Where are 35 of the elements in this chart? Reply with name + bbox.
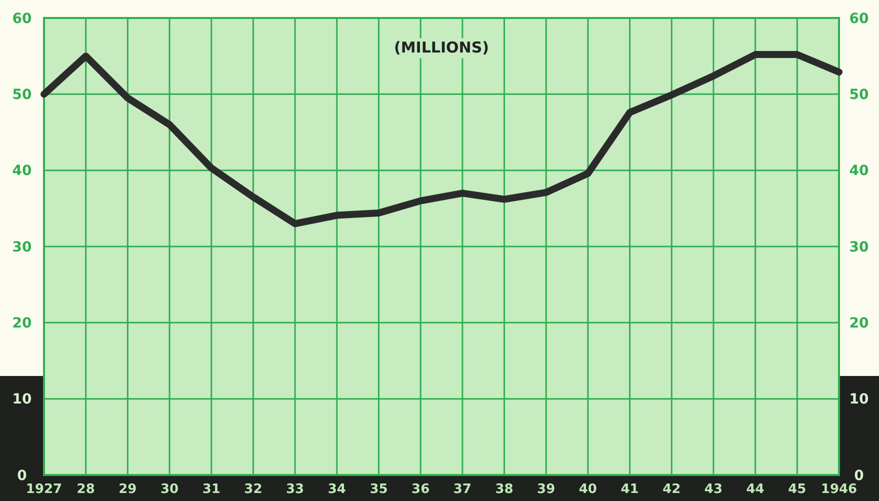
- y2-tick-label: 0: [854, 468, 864, 484]
- x-tick-label: 35: [370, 482, 388, 497]
- y-tick-label: 60: [12, 10, 32, 27]
- x-tick-label: 33: [286, 482, 304, 497]
- y2-tick-label: 30: [849, 239, 869, 256]
- y-tick-label: 10: [12, 392, 32, 408]
- x-tick-label: 31: [202, 482, 220, 497]
- x-tick-label: 42: [662, 482, 681, 497]
- y-tick-label: 20: [12, 316, 32, 332]
- x-tick-label: 30: [160, 482, 179, 497]
- y2-tick-label: 20: [849, 316, 869, 332]
- y-tick-label: 30: [12, 239, 32, 256]
- x-tick-label: 1927: [26, 482, 62, 497]
- x-tick-label: 37: [453, 482, 472, 497]
- x-tick-label: 32: [244, 482, 262, 497]
- x-tick-label: 43: [704, 482, 723, 497]
- x-tick-label: 36: [412, 482, 430, 497]
- y-tick-label: 0: [17, 468, 28, 484]
- x-tick-label: 28: [76, 482, 95, 497]
- y2-tick-label: 60: [849, 10, 869, 27]
- x-tick-label: 40: [578, 482, 597, 497]
- y-tick-label: 40: [12, 163, 32, 180]
- x-tick-label: 38: [495, 482, 514, 497]
- x-tick-label: 44: [746, 482, 764, 497]
- x-tick-label: 39: [537, 482, 556, 497]
- y2-tick-label: 40: [849, 163, 869, 180]
- annotation: (MILLIONS): [394, 38, 490, 56]
- y2-tick-label: 10: [849, 392, 869, 408]
- x-tick-label: 41: [620, 482, 639, 497]
- x-tick-label: 45: [788, 482, 806, 497]
- x-tick-label: 29: [118, 482, 137, 497]
- y2-tick-label: 50: [849, 87, 869, 104]
- x-tick-label: 1946: [820, 482, 858, 497]
- x-tick-label: 34: [328, 482, 346, 497]
- y-tick-label: 50: [12, 87, 32, 104]
